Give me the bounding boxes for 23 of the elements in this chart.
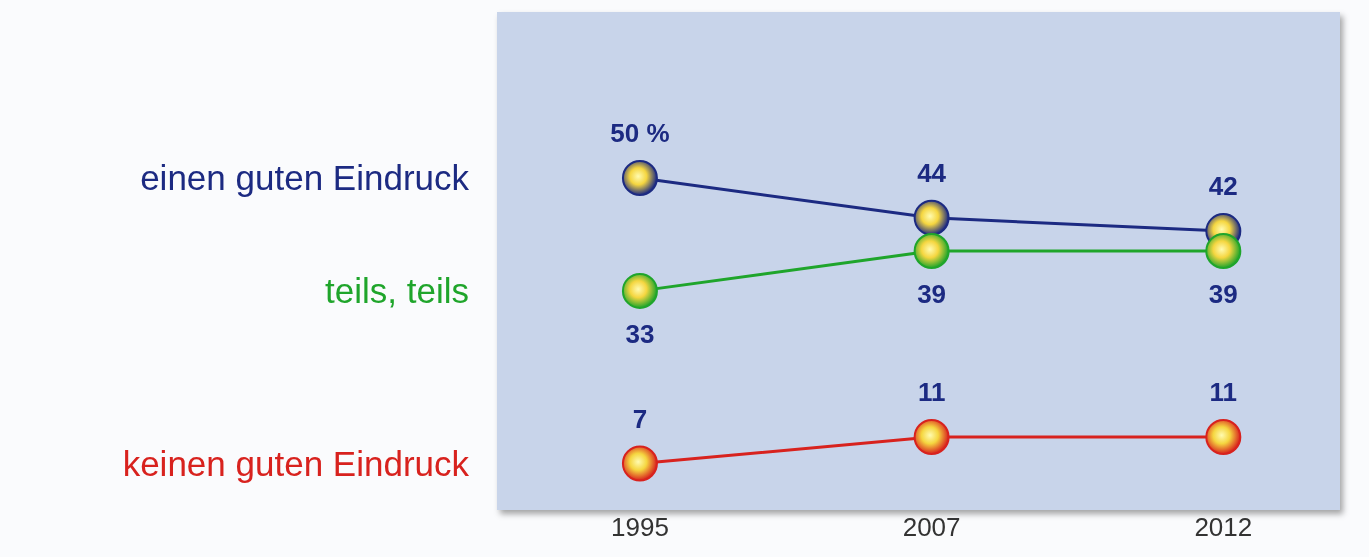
point [1205, 233, 1242, 270]
x-tick-label: 1995 [611, 512, 669, 543]
data-label: 33 [625, 318, 655, 349]
point [913, 199, 950, 236]
data-label: 11 [1209, 376, 1238, 407]
point [1205, 418, 1242, 455]
data-label: 39 [917, 279, 947, 310]
data-label: 39 [1208, 279, 1238, 310]
text: einen guten Eindruck [140, 158, 470, 197]
data-label: 50 % [610, 118, 670, 148]
text: keinen guten Eindruck [122, 443, 470, 483]
data-label: 7 [632, 403, 648, 434]
text: teils, teils [325, 270, 469, 310]
x-tick-label: 2012 [1194, 512, 1253, 543]
data-label: 42 [1208, 171, 1238, 202]
point [621, 272, 658, 309]
point [621, 445, 658, 482]
data-label: 44 [917, 157, 947, 188]
x-tick-label: 2007 [902, 512, 961, 543]
data-label: 11 [917, 376, 946, 407]
point [913, 233, 950, 270]
point [913, 418, 950, 455]
point [621, 160, 658, 196]
